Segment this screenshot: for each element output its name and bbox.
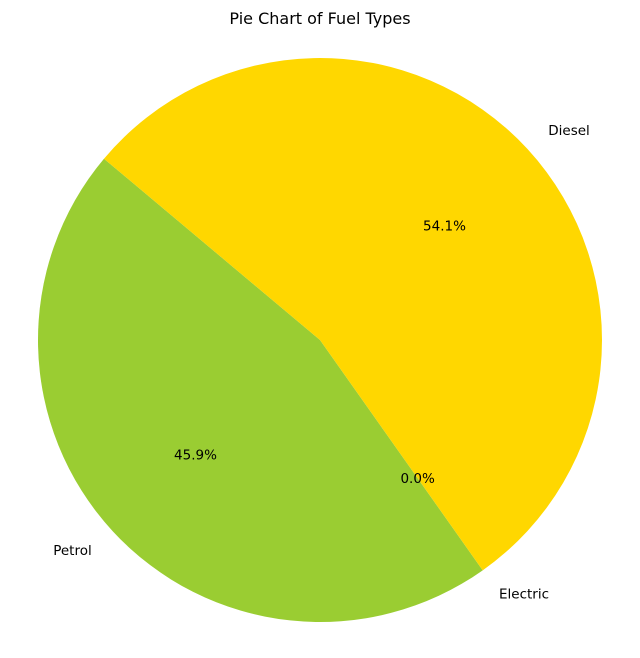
pie-slice-petrol <box>37 158 483 623</box>
chart-title: Pie Chart of Fuel Types <box>229 9 410 28</box>
pie-slice-diesel <box>103 58 602 571</box>
pct-label-petrol: 45.9% <box>174 448 217 464</box>
pct-label-electric: 0.0% <box>400 471 434 487</box>
pie-labels: Petrol 45.9% Electric 0.0% Diesel 54.1% <box>53 123 590 602</box>
slice-label-electric: Electric <box>499 586 549 602</box>
slice-label-diesel: Diesel <box>548 123 590 139</box>
pie-slices <box>37 58 602 623</box>
slice-label-petrol: Petrol <box>53 543 92 559</box>
pct-label-diesel: 54.1% <box>423 218 466 234</box>
